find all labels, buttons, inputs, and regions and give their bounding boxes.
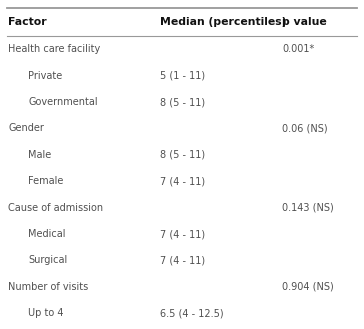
Text: 0.06 (NS): 0.06 (NS)	[282, 123, 328, 134]
Text: Number of visits: Number of visits	[8, 282, 88, 292]
Text: Medical: Medical	[28, 229, 66, 239]
Text: Up to 4: Up to 4	[28, 308, 64, 318]
Text: Female: Female	[28, 176, 63, 186]
Text: 0.143 (NS): 0.143 (NS)	[282, 203, 334, 213]
Text: Health care facility: Health care facility	[8, 44, 100, 54]
Text: 7 (4 - 11): 7 (4 - 11)	[160, 255, 205, 266]
Text: Governmental: Governmental	[28, 97, 98, 107]
Text: p value: p value	[282, 17, 327, 27]
Text: Cause of admission: Cause of admission	[8, 203, 103, 213]
Text: 7 (4 - 11): 7 (4 - 11)	[160, 176, 205, 186]
Text: Gender: Gender	[8, 123, 44, 134]
Text: 8 (5 - 11): 8 (5 - 11)	[160, 150, 205, 160]
Text: 0.904 (NS): 0.904 (NS)	[282, 282, 334, 292]
Text: 6.5 (4 - 12.5): 6.5 (4 - 12.5)	[160, 308, 224, 318]
Text: 5 (1 - 11): 5 (1 - 11)	[160, 71, 205, 81]
Text: Median (percentiles): Median (percentiles)	[160, 17, 287, 27]
Text: Surgical: Surgical	[28, 255, 67, 266]
Text: Male: Male	[28, 150, 51, 160]
Text: Private: Private	[28, 71, 62, 81]
Text: 7 (4 - 11): 7 (4 - 11)	[160, 229, 205, 239]
Text: Factor: Factor	[8, 17, 47, 27]
Text: 8 (5 - 11): 8 (5 - 11)	[160, 97, 205, 107]
Text: 0.001*: 0.001*	[282, 44, 314, 54]
